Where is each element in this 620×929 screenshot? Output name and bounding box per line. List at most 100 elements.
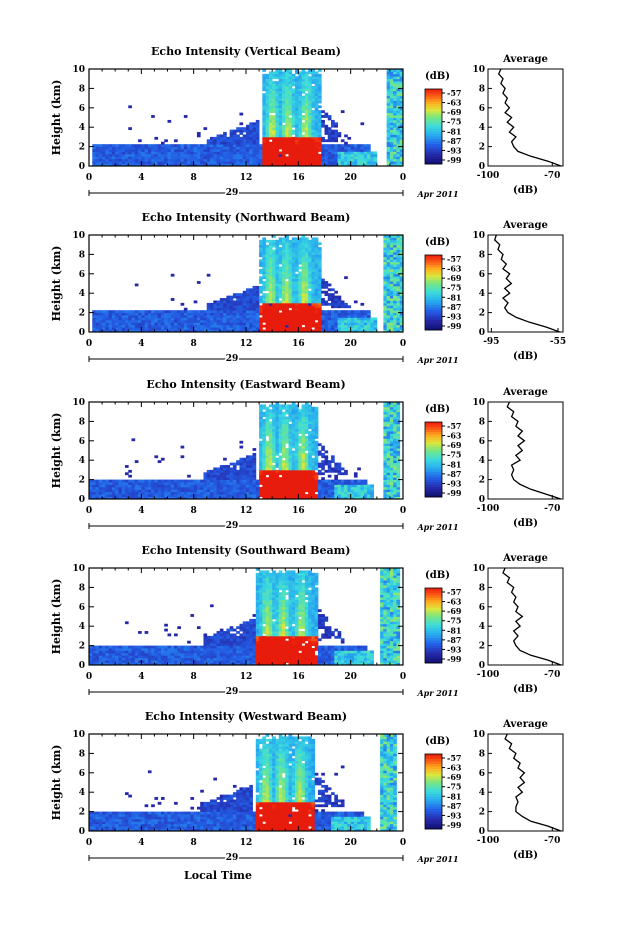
heatmap-cell — [298, 249, 302, 253]
heatmap-cell — [281, 247, 286, 250]
heatmap-cell — [360, 122, 365, 126]
heatmap-cell — [304, 472, 309, 476]
heatmap-cell — [367, 319, 371, 323]
heatmap-cell — [317, 452, 322, 456]
heatmap-cell — [193, 482, 198, 485]
heatmap-cell — [246, 317, 250, 321]
heatmap-cell — [92, 158, 96, 162]
heatmap-cell — [174, 486, 178, 490]
heatmap-cell — [265, 327, 270, 330]
heatmap-cell — [281, 78, 286, 82]
heatmap-cell — [383, 281, 388, 284]
heatmap-cell — [298, 141, 302, 145]
heatmap-cell — [262, 307, 267, 311]
heatmap-cell — [317, 276, 322, 280]
heatmap-cell — [347, 156, 352, 160]
heatmap-cell — [298, 455, 302, 459]
heatmap-cell — [399, 254, 404, 258]
heatmap-cell — [288, 460, 293, 464]
heatmap-cell — [268, 71, 273, 75]
heatmap-cell — [314, 76, 319, 80]
heatmap-cell — [291, 460, 296, 464]
heatmap-cell — [399, 98, 404, 101]
heatmap-cell — [232, 496, 237, 500]
heatmap-cell — [118, 324, 123, 328]
heatmap-cell — [196, 482, 201, 485]
heatmap-cell — [216, 317, 221, 321]
heatmap-cell — [259, 158, 263, 162]
heatmap-cell — [265, 329, 270, 333]
heatmap-cell — [344, 324, 348, 328]
heatmap-cell — [108, 494, 113, 497]
heatmap-cell — [262, 264, 267, 267]
heatmap-cell — [347, 151, 352, 155]
heatmap-cell — [327, 288, 332, 292]
heatmap-cell — [291, 283, 296, 287]
heatmap-cell — [295, 69, 299, 72]
heatmap-cell — [210, 156, 214, 160]
heatmap-cell — [252, 290, 257, 294]
heatmap-cell — [304, 288, 309, 292]
heatmap-cell — [200, 482, 204, 485]
heatmap-cell — [236, 136, 240, 140]
heatmap-cell — [115, 489, 119, 493]
heatmap-cell — [92, 153, 96, 157]
heatmap-cell — [180, 491, 185, 495]
heatmap-cell — [278, 273, 283, 277]
heatmap-cell — [373, 151, 378, 155]
heatmap-cell — [268, 491, 273, 495]
heatmap-cell — [255, 161, 260, 164]
y-tick-label: 2 — [79, 143, 85, 153]
heatmap-cell — [357, 324, 361, 328]
heatmap-cell — [272, 151, 276, 155]
heatmap-cell — [210, 153, 214, 157]
heatmap-cell — [298, 300, 302, 304]
heatmap-cell — [396, 153, 401, 157]
heatmap-cell — [285, 156, 289, 160]
heatmap-cell — [236, 322, 240, 326]
heatmap-cell — [301, 496, 306, 500]
heatmap-cell — [288, 139, 293, 143]
heatmap-cell — [281, 455, 286, 459]
heatmap-cell — [275, 124, 280, 128]
heatmap-cell — [141, 156, 145, 160]
heatmap-cell — [252, 479, 257, 483]
heatmap-cell — [278, 307, 283, 311]
heatmap-cell — [134, 153, 139, 157]
heatmap-cell — [314, 406, 319, 410]
heatmap-cell — [124, 158, 129, 162]
heatmap-cell — [177, 491, 181, 495]
heatmap-cell — [288, 273, 293, 277]
heatmap-cell — [396, 119, 401, 123]
heatmap-cell — [92, 156, 96, 160]
colorbar-segment — [425, 315, 442, 318]
heatmap-cell — [268, 486, 273, 490]
heatmap-cell — [259, 261, 263, 265]
average-y-tick-label: 0 — [479, 328, 485, 338]
y-tick-label: 10 — [72, 65, 85, 75]
heatmap-cell — [151, 315, 155, 318]
heatmap-cell — [252, 452, 257, 456]
heatmap-cell — [210, 477, 214, 480]
heatmap-cell — [337, 489, 342, 493]
heatmap-cell — [226, 315, 231, 318]
heatmap-cell — [275, 310, 280, 313]
heatmap-cell — [304, 406, 309, 410]
heatmap-cell — [268, 276, 273, 280]
heatmap-cell — [239, 469, 244, 473]
heatmap-cell — [383, 295, 388, 299]
heatmap-cell — [317, 496, 322, 500]
heatmap-cell — [317, 278, 322, 282]
heatmap-cell — [281, 244, 286, 248]
heatmap-cell — [232, 317, 237, 321]
heatmap-cell — [138, 163, 142, 167]
heatmap-cell — [275, 271, 280, 275]
heatmap-cell — [180, 319, 185, 323]
heatmap-cell — [308, 295, 312, 299]
heatmap-cell — [92, 496, 96, 500]
heatmap-cell — [295, 414, 299, 417]
heatmap-cell — [278, 322, 283, 326]
heatmap-cell — [203, 156, 208, 160]
heatmap-cell — [304, 73, 309, 77]
heatmap-cell — [291, 428, 296, 432]
